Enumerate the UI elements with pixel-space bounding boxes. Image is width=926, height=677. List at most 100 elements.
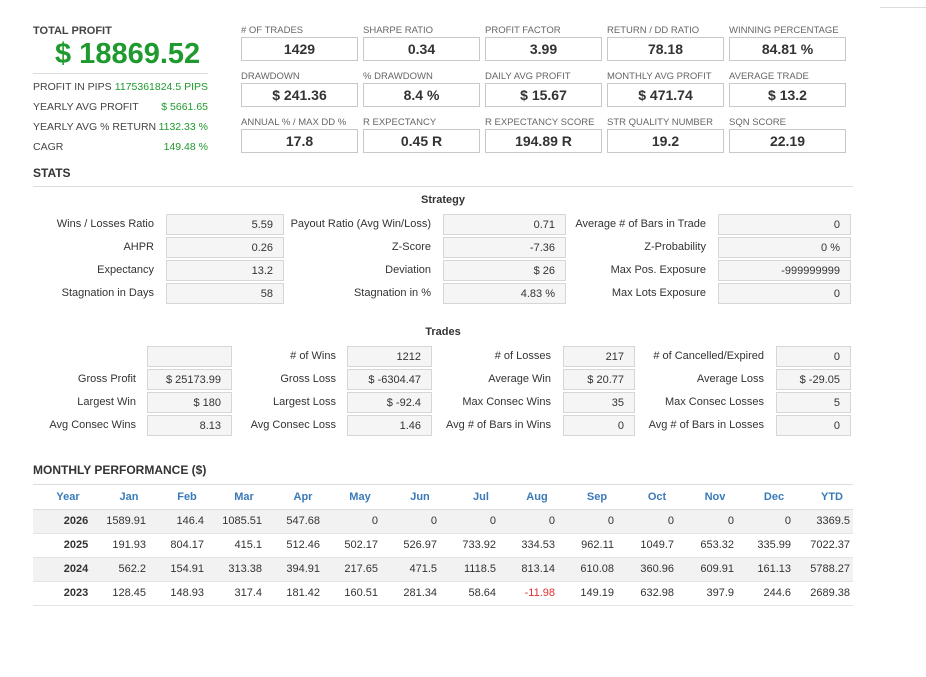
trade-value: 1212 — [347, 346, 432, 367]
table-cell: 610.08 — [580, 563, 614, 575]
table-cell: 394.91 — [286, 563, 320, 575]
metric-label: DRAWDOWN — [241, 71, 300, 82]
metric-label: DAILY AVG PROFIT — [485, 71, 571, 82]
trade-label: Average Win — [488, 373, 551, 385]
table-cell: 1589.91 — [106, 515, 146, 527]
table-cell: 191.93 — [112, 539, 146, 551]
table-cell: 502.17 — [344, 539, 378, 551]
trade-value: $ 25173.99 — [147, 369, 232, 390]
table-cell: 334.53 — [521, 539, 555, 551]
trade-label: Avg Consec Wins — [49, 419, 136, 431]
trade-value — [147, 346, 232, 367]
trade-label: # of Cancelled/Expired — [653, 350, 764, 362]
metric-value: $ 471.74 — [607, 83, 724, 107]
trade-label: Avg # of Bars in Losses — [648, 419, 764, 431]
trade-value: $ 180 — [147, 392, 232, 413]
stat-value: 58 — [166, 283, 284, 304]
trade-value: $ -92.4 — [347, 392, 432, 413]
table-cell: 244.6 — [763, 587, 791, 599]
stat-label: Expectancy — [97, 264, 154, 276]
table-cell: 0 — [607, 515, 614, 527]
stat-value: $ 26 — [443, 260, 566, 281]
divider — [33, 73, 208, 74]
table-header: Feb — [177, 491, 197, 503]
metric-value: 84.81 % — [729, 37, 846, 61]
summary-value: $ 5661.65 — [161, 101, 208, 113]
trade-value: $ -6304.47 — [347, 369, 432, 390]
metric-value: 19.2 — [607, 129, 724, 153]
summary-label: YEARLY AVG PROFIT — [33, 101, 139, 113]
divider — [33, 186, 853, 187]
trade-label: Avg # of Bars in Wins — [446, 419, 551, 431]
table-cell: 149.19 — [580, 587, 614, 599]
stat-value: 5.59 — [166, 214, 284, 235]
table-cell: 2689.38 — [810, 587, 850, 599]
metric-label: SHARPE RATIO — [363, 25, 434, 36]
table-cell: 397.9 — [706, 587, 734, 599]
stat-value: 0 — [718, 214, 851, 235]
stat-value: -999999999 — [718, 260, 851, 281]
trade-label: # of Losses — [494, 350, 551, 362]
subsection-title: Trades — [425, 326, 461, 338]
trade-value: $ -29.05 — [776, 369, 851, 390]
table-cell: 1118.5 — [463, 563, 496, 575]
trade-label: Max Consec Wins — [462, 396, 551, 408]
stat-label: Payout Ratio (Avg Win/Loss) — [290, 218, 431, 230]
metric-value: 22.19 — [729, 129, 846, 153]
summary-label: CAGR — [33, 141, 64, 153]
trade-value: 35 — [563, 392, 635, 413]
metric-value: 8.4 % — [363, 83, 480, 107]
table-cell: 804.17 — [170, 539, 204, 551]
trade-label: Largest Loss — [273, 396, 336, 408]
metric-label: % DRAWDOWN — [363, 71, 433, 82]
stat-value: 0 % — [718, 237, 851, 258]
table-cell: 609.91 — [700, 563, 734, 575]
stat-value: 4.83 % — [443, 283, 566, 304]
stat-value: 0.71 — [443, 214, 566, 235]
stat-label: Z-Score — [391, 241, 431, 253]
stat-label: Z-Probability — [644, 241, 706, 253]
stat-label: Average # of Bars in Trade — [575, 218, 706, 230]
table-cell: 0 — [489, 515, 496, 527]
table-cell: 360.96 — [640, 563, 674, 575]
table-cell: 58.64 — [468, 587, 496, 599]
divider — [33, 484, 853, 485]
table-cell: 415.1 — [234, 539, 262, 551]
table-row — [33, 534, 853, 558]
table-cell: 632.98 — [640, 587, 674, 599]
table-cell: 154.91 — [170, 563, 204, 575]
summary-value: 1132.33 % — [158, 121, 208, 133]
table-header: Year — [56, 491, 80, 503]
trade-value: 217 — [563, 346, 635, 367]
metric-value: 0.45 R — [363, 129, 480, 153]
table-cell: 547.68 — [286, 515, 320, 527]
table-cell: 0 — [667, 515, 674, 527]
table-cell: 217.65 — [344, 563, 378, 575]
table-cell: 313.38 — [228, 563, 262, 575]
stat-value: -7.36 — [443, 237, 566, 258]
metric-value: 17.8 — [241, 129, 358, 153]
table-cell: 512.46 — [286, 539, 320, 551]
table-header: Apr — [293, 491, 313, 503]
trade-label: # of Wins — [290, 350, 336, 362]
table-header: Mar — [234, 491, 254, 503]
trade-value: 8.13 — [147, 415, 232, 436]
metric-label: WINNING PERCENTAGE — [729, 25, 839, 36]
summary-title: TOTAL PROFIT — [33, 25, 112, 37]
trade-value: 5 — [776, 392, 851, 413]
table-cell: 160.51 — [344, 587, 378, 599]
metric-value: $ 241.36 — [241, 83, 358, 107]
summary-value: 149.48 % — [163, 141, 208, 153]
table-cell: 281.34 — [403, 587, 437, 599]
top-edge — [880, 7, 926, 8]
table-cell: 0 — [727, 515, 734, 527]
stat-label: Stagnation in % — [353, 287, 431, 299]
metric-label: AVERAGE TRADE — [729, 71, 809, 82]
stat-label: AHPR — [123, 241, 154, 253]
stat-value: 13.2 — [166, 260, 284, 281]
table-header: YTD — [821, 491, 843, 503]
table-header: Jan — [119, 491, 139, 503]
table-header: Dec — [763, 491, 785, 503]
table-cell: 317.4 — [234, 587, 262, 599]
